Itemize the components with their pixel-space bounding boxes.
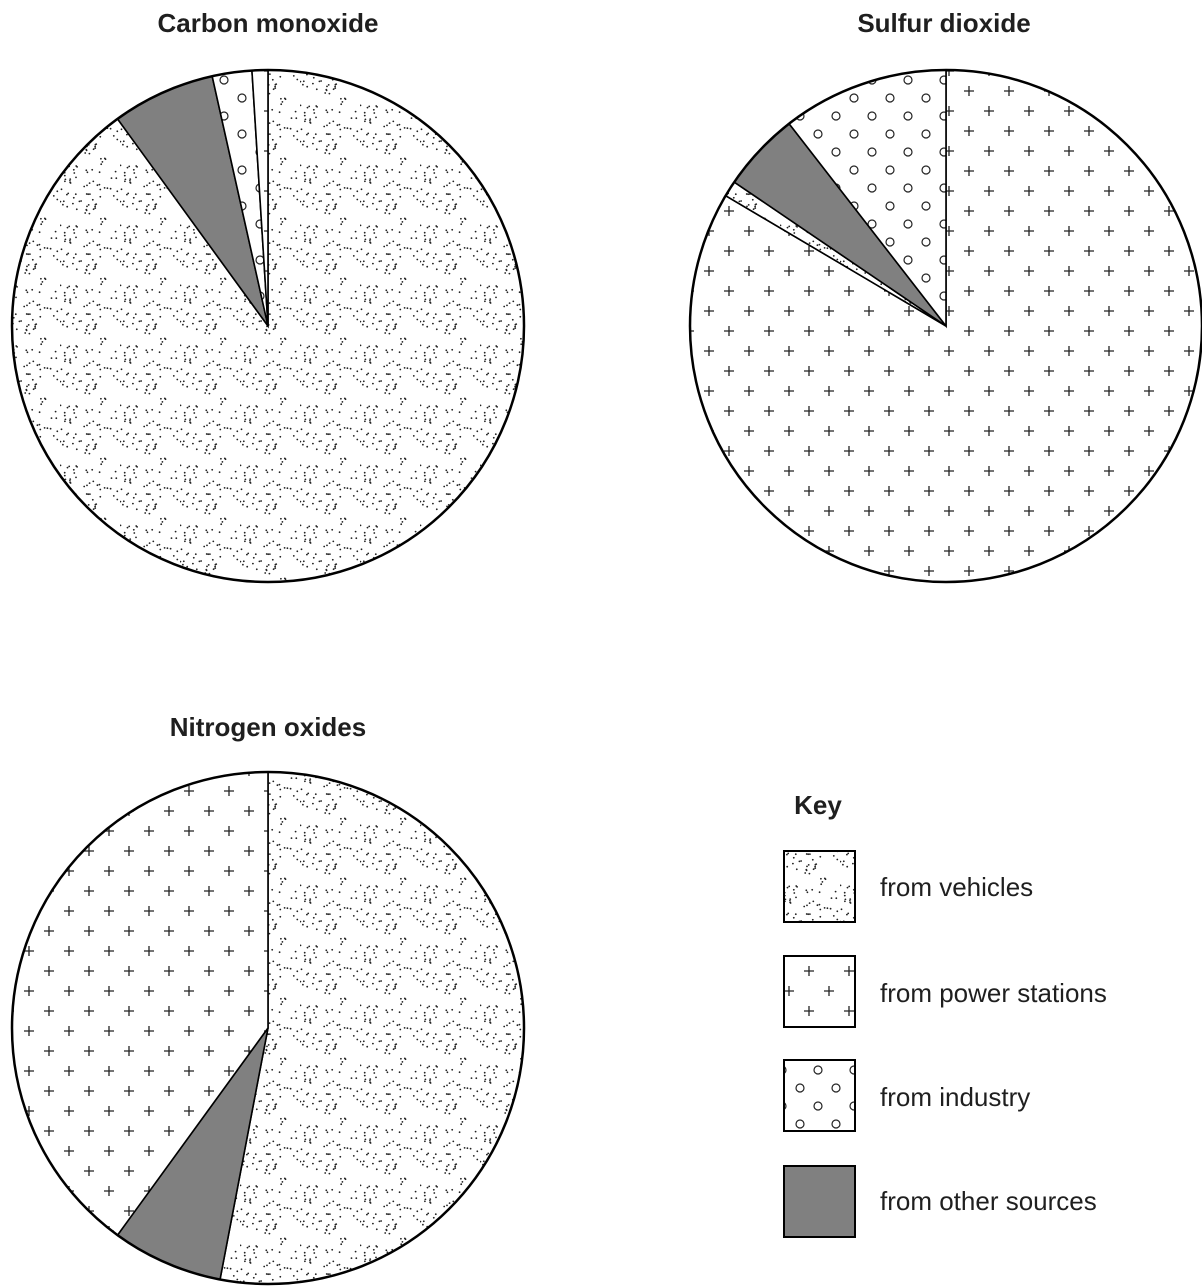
pie-slices-carbon-monoxide (11, 69, 525, 583)
legend-label-power-stations: from power stations (880, 978, 1107, 1008)
legend-swatch-power-stations (783, 955, 856, 1028)
pie-chart-nitrogen-oxides: Nitrogen oxides (10, 712, 526, 1286)
legend-item-industry: from industry (783, 1059, 1030, 1132)
chart-title-sulfur-dioxide: Sulfur dioxide (857, 8, 1030, 38)
pie-chart-sulfur-dioxide: Sulfur dioxide (688, 8, 1202, 584)
legend-title: Key (794, 790, 842, 820)
legend-label-industry: from industry (880, 1082, 1030, 1112)
pie-outline-nitrogen-oxides (10, 770, 526, 1286)
pie-outline-carbon-monoxide (10, 68, 526, 584)
legend: Key from vehicles from power stations fr… (783, 790, 1107, 1238)
pie-outline-sulfur-dioxide (688, 68, 1202, 584)
legend-label-vehicles: from vehicles (880, 872, 1033, 902)
legend-label-other-sources: from other sources (880, 1186, 1097, 1216)
legend-item-power-stations: from power stations (783, 955, 1107, 1028)
legend-swatch-industry (783, 1059, 856, 1132)
legend-swatch-vehicles (783, 850, 856, 923)
legend-item-other-sources: from other sources (783, 1165, 1097, 1238)
legend-item-vehicles: from vehicles (783, 850, 1033, 923)
legend-swatch-other-sources (783, 1165, 856, 1238)
chart-title-nitrogen-oxides: Nitrogen oxides (170, 712, 366, 742)
pie-slices-nitrogen-oxides (11, 771, 525, 1285)
chart-title-carbon-monoxide: Carbon monoxide (157, 8, 378, 38)
pie-slices-sulfur-dioxide (689, 69, 1202, 583)
pie-chart-carbon-monoxide: Carbon monoxide (10, 8, 526, 584)
